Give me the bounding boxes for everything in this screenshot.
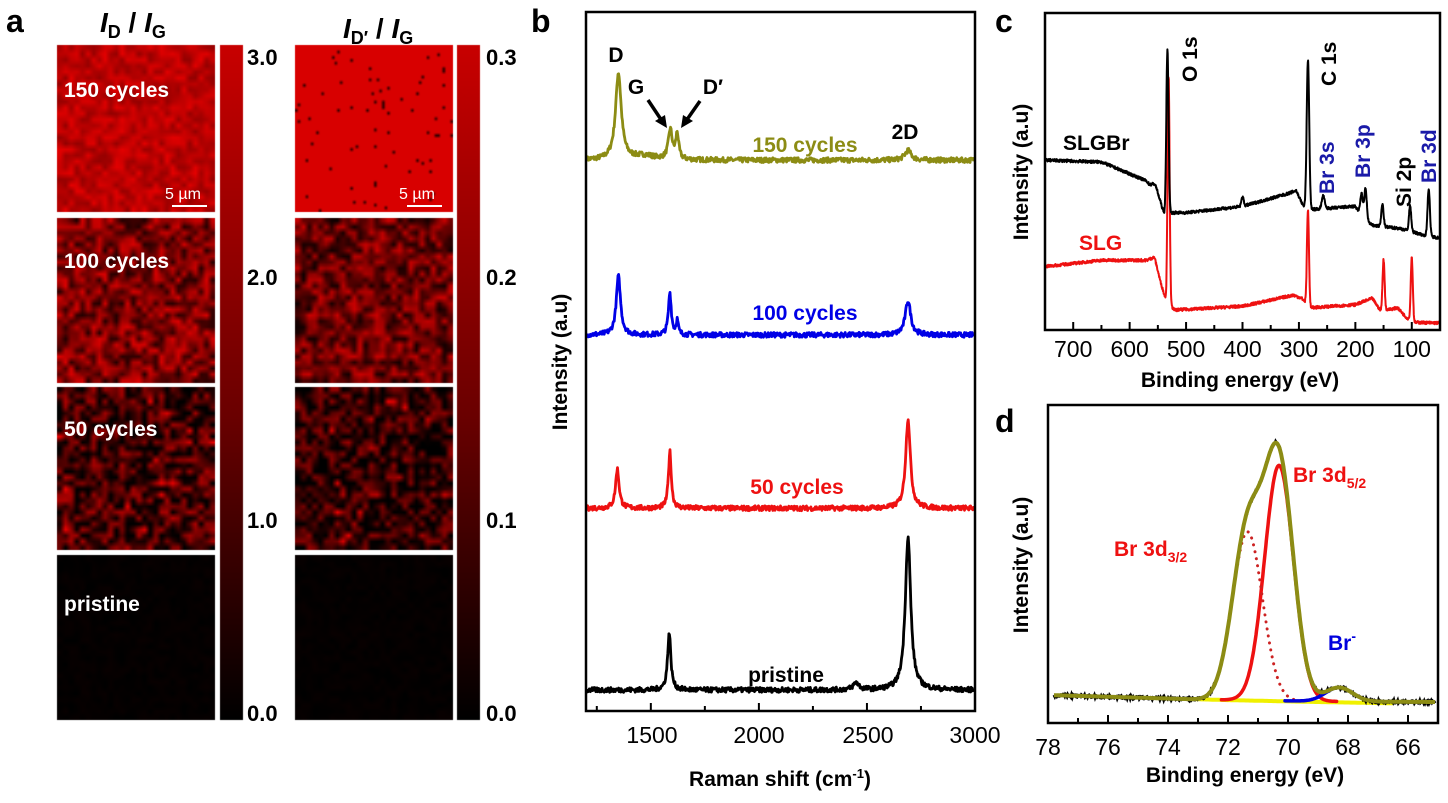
panel-label-c: c [995, 3, 1013, 39]
xps-survey-x-tick-label: 500 [1167, 336, 1205, 362]
map-title-id-ig: ID / IG [100, 7, 166, 42]
label-br3d52: Br 3d5/2 [1293, 464, 1366, 491]
br3d-y-axis-title: Intensity (a.u) [1010, 497, 1033, 634]
scale-bar-label-left: 5 µm [165, 186, 201, 203]
peak-label-g: G [628, 76, 644, 99]
colorbar-right-tick: 0.2 [486, 265, 517, 290]
series-label-slgbr: SLGBr [1063, 132, 1130, 155]
raman-y-axis-title: Intensity (a.u) [549, 294, 572, 431]
br3d-x-tick-label: 72 [1215, 734, 1241, 760]
raman-x-tick: 2000 [733, 722, 784, 748]
component-curve-0 [1219, 463, 1339, 704]
raman-plot-frame [584, 10, 977, 713]
raman-series-150-cycles [585, 72, 976, 164]
xps-survey-series-SLGBr [1044, 48, 1441, 240]
raman-x-axis-title: Raman shift (cm-1) [689, 766, 871, 791]
xps-survey-frame [1043, 11, 1442, 332]
xps-survey-x-tick-label: 700 [1054, 336, 1092, 362]
colorbar-left-tick: 1.0 [247, 508, 278, 533]
series-label-50-cycles: 50 cycles [750, 476, 843, 499]
raman-plot [585, 72, 976, 711]
panel-label-d: d [995, 403, 1015, 439]
br3d-x-tick-label: 76 [1095, 734, 1121, 760]
xps-survey-x-axis-title: Binding energy (eV) [1141, 369, 1339, 392]
annotation-si2p: Si 2p [1393, 157, 1416, 207]
series-label-150-cycles: 150 cycles [752, 134, 857, 157]
br3d-x-tick-label: 78 [1035, 734, 1061, 760]
br3d-frame [1046, 403, 1440, 725]
peak-label-d-prime: D′ [703, 76, 723, 99]
colorbar-left-tick: 0.0 [247, 701, 278, 726]
br3d-x-tick-label: 74 [1155, 734, 1181, 760]
map-title-idp-ig: ID′ / IG [343, 13, 413, 48]
peak-label-d: D [608, 44, 623, 67]
raman-series-50-cycles [585, 418, 976, 513]
br3d-data-curve [1052, 438, 1437, 708]
annotation-c1s: C 1s [1318, 42, 1341, 86]
colorbar-left-tick: 2.0 [247, 265, 278, 290]
series-label-pristine: pristine [748, 664, 824, 687]
br3d-x-tick-label: 70 [1275, 734, 1301, 760]
colorbar-right-tick: 0.0 [486, 701, 517, 726]
raman-x-tick: 3000 [949, 722, 1000, 748]
xps-survey-x-tick-label: 200 [1336, 336, 1374, 362]
arrow-d-prime [681, 99, 702, 128]
map-label-100-cycles: 100 cycles [64, 250, 169, 273]
annotation-br3s: Br 3s [1316, 141, 1339, 194]
br3d-x-axis-title: Binding energy (eV) [1146, 764, 1344, 787]
series-label-slg: SLG [1079, 232, 1122, 255]
xps-survey-series-SLG [1044, 76, 1441, 326]
peak-label-2d: 2D [892, 121, 919, 144]
xps-survey-x-tick-label: 300 [1280, 336, 1318, 362]
xps-survey-x-tick-label: 400 [1223, 336, 1261, 362]
raman-series-pristine [585, 535, 976, 694]
annotation-o1s: O 1s [1179, 36, 1202, 82]
xps-survey-x-tick-label: 600 [1110, 336, 1148, 362]
scale-bar-label-right: 5 µm [399, 186, 435, 203]
series-label-100-cycles: 100 cycles [752, 302, 857, 325]
map-label-150-cycles: 150 cycles [64, 79, 169, 102]
annotation-br3d: Br 3d [1418, 129, 1441, 183]
arrow-g [646, 99, 667, 128]
label-br-minus: Br- [1328, 628, 1356, 655]
envelope-fit-curve [1054, 440, 1435, 704]
panel-label-a: a [6, 3, 24, 39]
raman-series-100-cycles [585, 273, 976, 339]
panel-label-b: b [531, 3, 551, 39]
label-br3d32: Br 3d3/2 [1114, 538, 1187, 565]
raman-x-tick: 2500 [842, 722, 893, 748]
colorbar-right-tick: 0.1 [486, 508, 517, 533]
map-label-50-cycles: 50 cycles [64, 418, 157, 441]
xps-survey-plot [1044, 48, 1441, 326]
colorbar-left-tick: 3.0 [247, 45, 278, 70]
raman-x-tick: 1500 [626, 722, 677, 748]
br3d-plot [1052, 438, 1437, 708]
br3d-x-tick-label: 68 [1335, 734, 1361, 760]
map-label-pristine: pristine [64, 593, 140, 616]
xps-survey-x-tick-label: 100 [1393, 336, 1431, 362]
annotation-br3p: Br 3p [1352, 124, 1375, 178]
xps-survey-y-axis-title: Intensity (a.u) [1010, 104, 1033, 241]
br3d-x-tick-label: 66 [1395, 734, 1421, 760]
colorbar-right-tick: 0.3 [486, 45, 517, 70]
